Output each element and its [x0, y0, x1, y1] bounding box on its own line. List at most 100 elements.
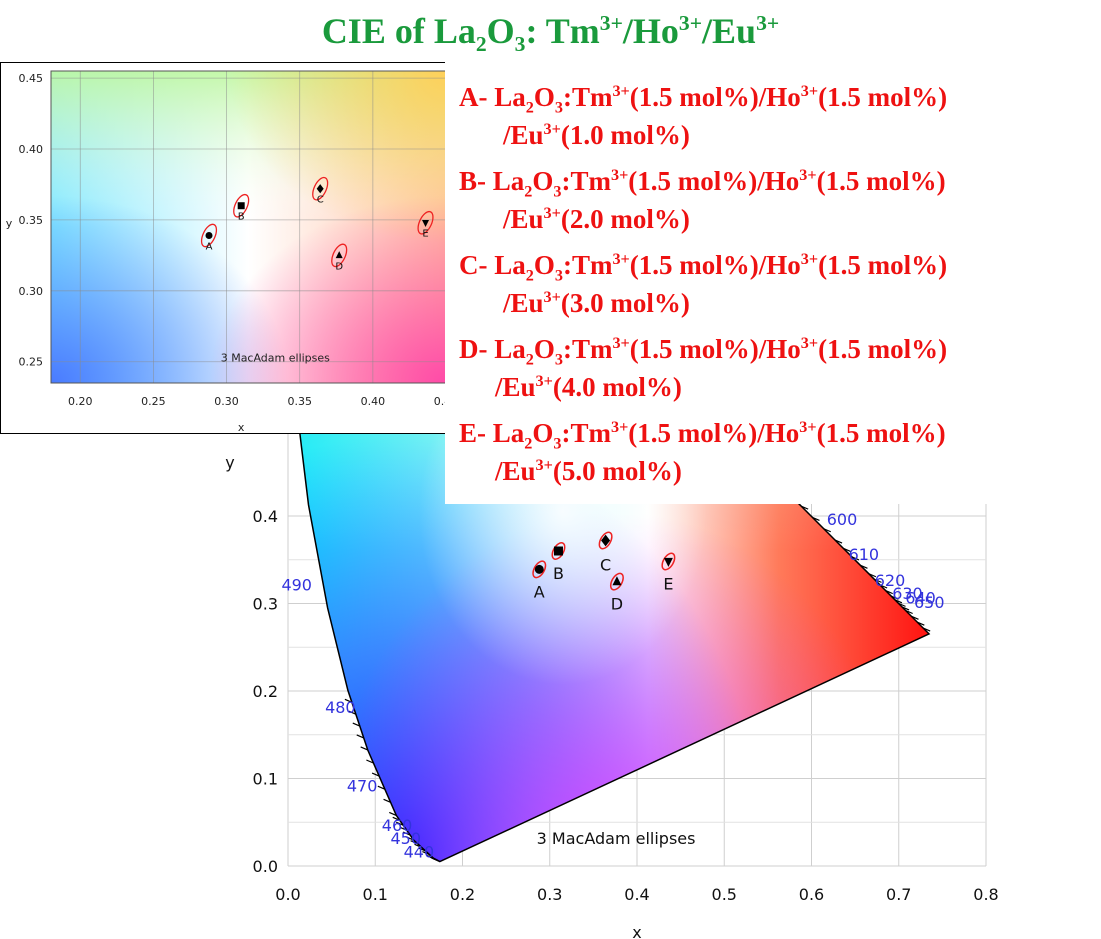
- point-label-e: E: [663, 575, 673, 594]
- wavelength-tick: [360, 746, 368, 751]
- legend-text: :Tm: [562, 250, 613, 280]
- title-text: O: [486, 11, 515, 51]
- wavelength-tick: [911, 615, 919, 620]
- wavelength-tick: [422, 851, 430, 856]
- wavelength-tick: [352, 722, 361, 727]
- point-label-d: D: [611, 595, 623, 614]
- wavelength-label-650: 650: [914, 593, 945, 612]
- wavelength-label-450: 450: [391, 829, 422, 848]
- legend-entry-d-conc: /Eu3+(4.0 mol%): [495, 364, 682, 404]
- legend-entry-e-conc: /Eu3+(5.0 mol%): [495, 448, 682, 488]
- inset-y-tick-label: 0.30: [19, 285, 44, 298]
- x-tick-label: 0.5: [712, 885, 737, 904]
- title-sub: 3: [514, 32, 526, 57]
- inset-axes: 0.20 0.25 0.30 0.35 0.40 0.45 0.25 0.30 0.35 0.40…: [19, 72, 459, 408]
- inset-chart: 0.20 0.25 0.30 0.35 0.40 0.45 0.25 0.30 0.35 0.40…: [6, 70, 459, 434]
- legend-text: 3+: [543, 288, 561, 306]
- x-tick-label: 0.1: [363, 885, 388, 904]
- macadam-ellipse: [532, 560, 547, 579]
- wavelength-tick: [399, 826, 407, 831]
- inset-data-point-a: [205, 232, 213, 240]
- wavelength-tick: [389, 811, 397, 816]
- wavelength-tick: [874, 578, 882, 583]
- legend-text: /Eu: [503, 204, 544, 234]
- legend-text: (1.5 mol%): [818, 334, 948, 364]
- legend-text: 3+: [800, 250, 819, 268]
- inset-point-label-b: B: [238, 212, 245, 223]
- inset-y-tick-label: 0.25: [19, 356, 44, 369]
- wavelength-label-620: 620: [875, 571, 906, 590]
- inset-x-tick-label: 0.20: [68, 395, 93, 408]
- legend-text: 3+: [535, 456, 553, 474]
- x-tick-label: 0.4: [624, 885, 649, 904]
- wavelength-tick: [366, 759, 374, 764]
- main-axes: 0.0 0.1 0.2 0.3 0.4 0.5 0.6 0.7 0.8 0.0 0.1 0.2 0.3 0…: [253, 507, 999, 904]
- inset-y-tick-label: 0.35: [19, 214, 44, 227]
- legend-entry-c-conc: /Eu3+(3.0 mol%): [503, 280, 690, 320]
- x-tick-label: 0.3: [537, 885, 562, 904]
- macadam-ellipse: [609, 572, 624, 591]
- legend-text: (1.5 mol%): [818, 250, 948, 280]
- macadam-ellipse: [661, 552, 676, 571]
- y-tick-label: 0.2: [253, 682, 278, 701]
- wavelength-tick: [891, 595, 899, 600]
- wavelength-tick: [410, 840, 418, 845]
- title-sub: 2: [475, 32, 487, 57]
- legend-text: (1.5 mol%): [818, 82, 948, 112]
- legend-text: (1.5 mol%): [816, 418, 946, 448]
- data-point-d: [612, 576, 622, 586]
- inset-point-label-e: E: [422, 229, 428, 240]
- legend-text: 3: [554, 266, 563, 285]
- inset-x-tick-label: 0.35: [287, 395, 312, 408]
- wavelength-tick: [860, 564, 868, 569]
- inset-y-tick-label: 0.40: [19, 143, 44, 156]
- wavelength-tick: [406, 836, 414, 841]
- wavelength-tick: [894, 599, 903, 604]
- legend-text: O: [532, 166, 554, 196]
- inset-data-points: A B C D E: [200, 176, 434, 272]
- inset-x-tick-label: 0.25: [141, 395, 166, 408]
- legend-text: 3+: [543, 120, 561, 138]
- inset-y-tick-label: 0.45: [19, 72, 44, 85]
- wavelength-tick: [922, 627, 931, 632]
- point-label-b: B: [553, 564, 564, 583]
- legend-entry-c: C- La2O3:Tm3+(1.5 mol%)/Ho3+(1.5 mol%): [459, 242, 947, 292]
- inset-data-point-e: [422, 219, 430, 227]
- x-tick-label: 0.0: [275, 885, 300, 904]
- inset-data-point-b: [237, 202, 245, 210]
- title-sup: 3+: [599, 11, 623, 35]
- legend-text: (5.0 mol%): [552, 456, 682, 486]
- wavelength-ticks: [344, 494, 931, 863]
- wavelength-label-470: 470: [347, 777, 378, 796]
- legend-text: /Eu: [495, 372, 536, 402]
- legend-text: 3: [553, 182, 562, 201]
- wavelength-tick: [901, 606, 910, 611]
- y-tick-label: 0.3: [253, 595, 278, 614]
- inset-point-label-a: A: [206, 242, 213, 253]
- wavelength-tick: [834, 539, 843, 544]
- wavelength-label-460: 460: [382, 816, 413, 835]
- x-axis-label: x: [632, 923, 641, 939]
- inset-macadam-ellipse: [233, 193, 250, 218]
- legend-text: 3+: [535, 372, 553, 390]
- legend-text: /Eu: [503, 120, 544, 150]
- wavelength-tick: [917, 621, 925, 626]
- legend-text: 3+: [612, 82, 630, 100]
- y-axis-label: y: [225, 453, 234, 472]
- wavelength-tick: [812, 516, 820, 521]
- legend-text: O: [532, 418, 554, 448]
- legend-text: O: [533, 334, 555, 364]
- legend-text: :Tm: [561, 418, 611, 448]
- zoom-inset: 0.20 0.25 0.30 0.35 0.40 0.45 0.25 0.30 0.35 0.40…: [0, 62, 459, 434]
- legend-text: 3+: [610, 418, 629, 436]
- legend-text: 3+: [799, 418, 817, 436]
- data-point-b: [553, 546, 563, 556]
- wavelength-tick: [356, 734, 364, 739]
- legend-text: (1.5 mol%)/Ho: [629, 250, 801, 280]
- legend-entry-b: B- La2O3:Tm3+(1.5 mol%)/Ho3+(1.5 mol%): [459, 158, 946, 208]
- wavelength-tick: [392, 816, 400, 821]
- inset-macadam-ellipse: [200, 223, 218, 248]
- legend-text: (1.5 mol%): [816, 166, 946, 196]
- inset-point-label-c: C: [317, 195, 324, 206]
- legend-text: (1.5 mol%)/Ho: [629, 82, 801, 112]
